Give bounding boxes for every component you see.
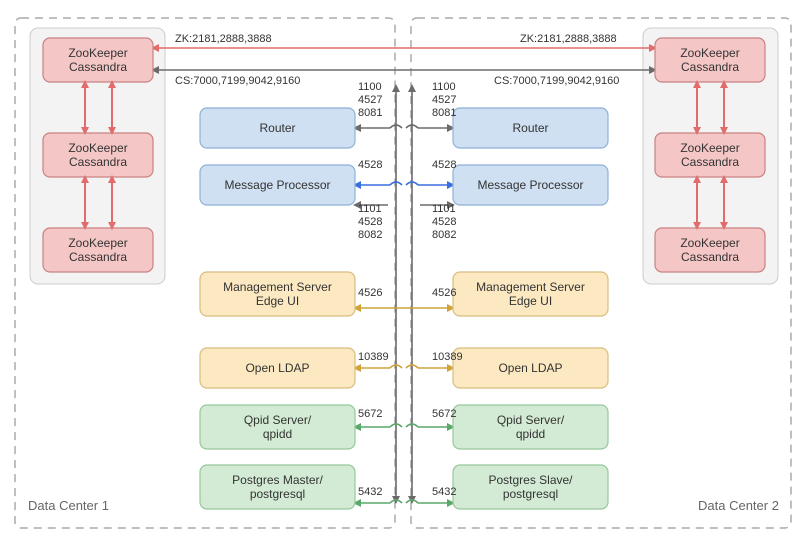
port-5-2: 8082 (432, 229, 456, 241)
dc1-zk1-label: Cassandra (69, 60, 127, 74)
dc1-pg-label: postgresql (250, 487, 305, 501)
port-8: 10389 (358, 351, 389, 363)
dc1-ms-label: Edge UI (256, 294, 299, 308)
port-4-1: 4528 (358, 216, 382, 228)
dc2-mp-label: Message Processor (477, 178, 583, 192)
port-5-1: 4528 (432, 216, 456, 228)
dc1-zk2-label: ZooKeeper (68, 141, 127, 155)
dc2-qpid-label: qpidd (516, 427, 545, 441)
port-7: 4526 (432, 287, 456, 299)
port-2: 4528 (358, 159, 382, 171)
port-1-1: 4527 (432, 94, 456, 106)
dc2-ldap-label: Open LDAP (498, 361, 562, 375)
dc2-zk1-label: Cassandra (681, 60, 739, 74)
dc1-zk2-label: Cassandra (69, 155, 127, 169)
port-1-0: 1100 (432, 81, 456, 93)
port-3: 4528 (432, 159, 456, 171)
dc2-zk3-label: ZooKeeper (680, 236, 739, 250)
dc2-qpid-label: Qpid Server/ (497, 413, 565, 427)
port-5-0: 1101 (432, 203, 456, 215)
cross-label-1: ZK:2181,2888,3888 (520, 33, 617, 45)
dc1-qpid-label: qpidd (263, 427, 292, 441)
port-13: 5432 (432, 486, 456, 498)
dc1-mp-label: Message Processor (224, 178, 330, 192)
port-11: 5672 (432, 408, 456, 420)
dc1-router-label: Router (259, 121, 295, 135)
port-4-0: 1101 (358, 203, 382, 215)
dc2-zk2-label: ZooKeeper (680, 141, 739, 155)
port-9: 10389 (432, 351, 463, 363)
port-10: 5672 (358, 408, 382, 420)
port-12: 5432 (358, 486, 382, 498)
dc1-box-label: Data Center 1 (28, 498, 109, 513)
dc2-pg-label: Postgres Slave/ (488, 473, 573, 487)
cross-label-2: CS:7000,7199,9042,9160 (175, 75, 300, 87)
dc1-zk3-label: ZooKeeper (68, 236, 127, 250)
dc2-ms-label: Edge UI (509, 294, 552, 308)
port-0-1: 4527 (358, 94, 382, 106)
dc2-pg-label: postgresql (503, 487, 558, 501)
port-0-2: 8081 (358, 107, 382, 119)
port-0-0: 1100 (358, 81, 382, 93)
dc1-pg-label: Postgres Master/ (232, 473, 323, 487)
dc2-zk1-label: ZooKeeper (680, 46, 739, 60)
dc2-router-label: Router (512, 121, 548, 135)
dc1-qpid-label: Qpid Server/ (244, 413, 312, 427)
port-1-2: 8081 (432, 107, 456, 119)
dc2-zk3-label: Cassandra (681, 250, 739, 264)
dc2-ms-label: Management Server (476, 280, 585, 294)
port-6: 4526 (358, 287, 382, 299)
port-4-2: 8082 (358, 229, 382, 241)
cross-label-0: ZK:2181,2888,3888 (175, 33, 272, 45)
dc1-ldap-label: Open LDAP (245, 361, 309, 375)
dc2-zk2-label: Cassandra (681, 155, 739, 169)
dc1-zk3-label: Cassandra (69, 250, 127, 264)
dc1-ms-label: Management Server (223, 280, 332, 294)
dc2-box-label: Data Center 2 (698, 498, 779, 513)
dc1-zk1-label: ZooKeeper (68, 46, 127, 60)
cross-label-3: CS:7000,7199,9042,9160 (494, 75, 619, 87)
